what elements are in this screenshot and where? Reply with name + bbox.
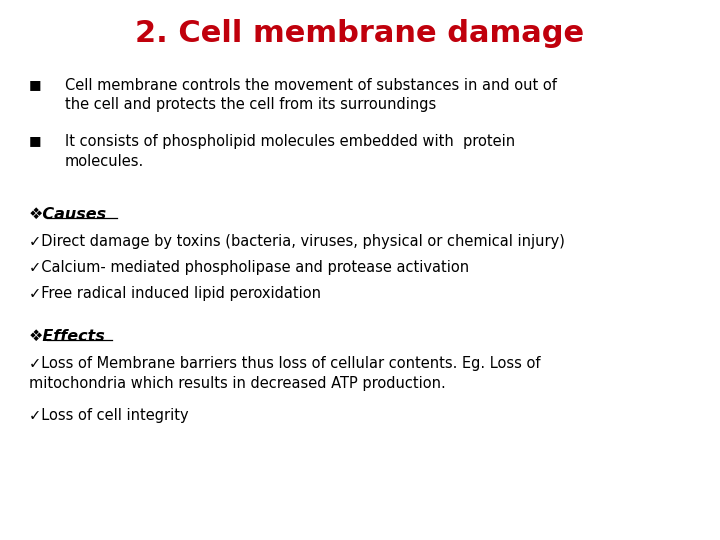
Text: ❖Causes: ❖Causes [29, 207, 107, 222]
Text: ■: ■ [29, 78, 41, 91]
Text: It consists of phospholipid molecules embedded with  protein
molecules.: It consists of phospholipid molecules em… [65, 134, 515, 168]
Text: Cell membrane controls the movement of substances in and out of
the cell and pro: Cell membrane controls the movement of s… [65, 78, 557, 112]
Text: ✓Direct damage by toxins (bacteria, viruses, physical or chemical injury): ✓Direct damage by toxins (bacteria, viru… [29, 234, 564, 249]
Text: ✓Free radical induced lipid peroxidation: ✓Free radical induced lipid peroxidation [29, 286, 321, 301]
Text: 2. Cell membrane damage: 2. Cell membrane damage [135, 19, 585, 48]
Text: ✓Loss of Membrane barriers thus loss of cellular contents. Eg. Loss of
mitochond: ✓Loss of Membrane barriers thus loss of … [29, 356, 540, 391]
Text: ❖Effects: ❖Effects [29, 329, 106, 344]
Text: ■: ■ [29, 134, 41, 147]
Text: ✓Loss of cell integrity: ✓Loss of cell integrity [29, 408, 189, 423]
Text: ✓Calcium- mediated phospholipase and protease activation: ✓Calcium- mediated phospholipase and pro… [29, 260, 469, 275]
